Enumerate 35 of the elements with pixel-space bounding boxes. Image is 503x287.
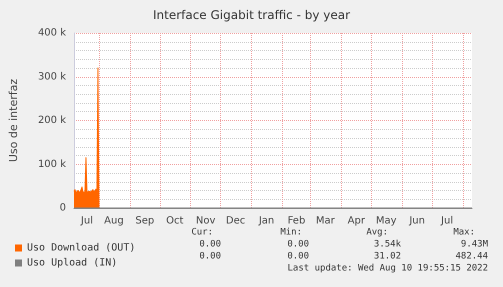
text: 0.00 (199, 240, 221, 250)
y-tick-label: 100 k (38, 158, 66, 170)
x-tick-label: Feb (288, 216, 306, 226)
x-tick-label: May (376, 216, 397, 226)
text: 9.43M (460, 240, 489, 250)
y-axis-title: Uso de interfaz (7, 78, 20, 162)
text: Last update: Wed Aug 10 19:55:15 2022 (288, 264, 488, 274)
legend-label: Uso Download (OUT) (27, 242, 136, 254)
y-tick-label: 200 k (38, 115, 66, 126)
text: Cur: (191, 228, 213, 238)
text: Avg: (366, 228, 388, 238)
text: 0.00 (199, 252, 221, 262)
x-tick-label: Apr (348, 216, 366, 226)
text: 0.00 (287, 240, 309, 250)
x-tick-label: Jan (258, 216, 274, 226)
y-tick-label: 300 k (38, 71, 66, 82)
x-tick-label: Dec (226, 216, 246, 226)
x-tick-label: Jul (80, 216, 94, 226)
y-tick-label: 0 (60, 202, 66, 214)
x-tick-label: Oct (166, 216, 184, 226)
x-tick-label: Aug (104, 216, 124, 226)
text: Max: (453, 228, 475, 238)
x-tick-label: Jul (440, 216, 454, 226)
chart-title: Interface Gigabit traffic - by year (152, 8, 350, 22)
y-tick-label: 400 k (38, 28, 66, 38)
text: 3.54k (374, 240, 402, 250)
text: 31.02 (374, 252, 401, 262)
text: 482.44 (455, 252, 488, 262)
x-tick-label: Nov (196, 216, 216, 226)
x-tick-label: Jun (408, 216, 425, 226)
x-tick-label: Mar (316, 216, 336, 226)
text: 0.00 (287, 252, 309, 262)
x-tick-label: Sep (135, 216, 154, 226)
text: Min: (280, 228, 302, 238)
legend-label: Uso Upload (IN) (27, 258, 118, 268)
